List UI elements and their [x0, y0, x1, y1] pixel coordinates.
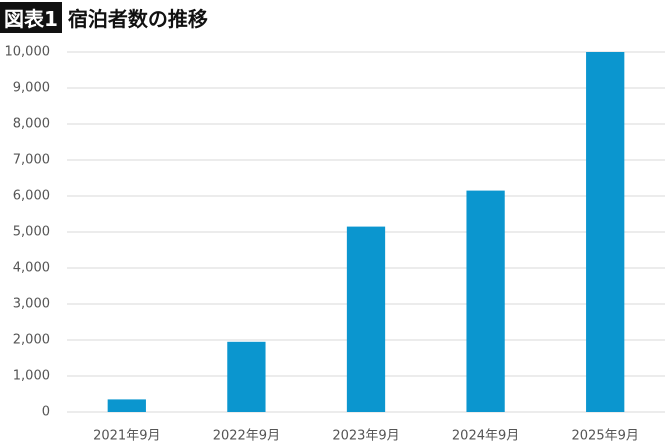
y-tick-label: 6,000	[13, 189, 50, 204]
y-tick-label: 9,000	[13, 81, 50, 96]
y-tick-label: 1,000	[13, 369, 50, 384]
x-tick-label: 2022年9月	[213, 429, 280, 444]
bar	[466, 190, 505, 412]
y-tick-label: 8,000	[13, 117, 50, 132]
x-tick-label: 2023年9月	[332, 429, 399, 444]
x-tick-label: 2024年9月	[452, 429, 519, 444]
y-tick-label: 0	[42, 405, 50, 420]
title-row: 図表1 宿泊者数の推移	[0, 1, 208, 33]
y-tick-label: 10,000	[5, 45, 51, 60]
y-tick-label: 3,000	[13, 297, 50, 312]
y-tick-label: 2,000	[13, 333, 50, 348]
bar	[586, 52, 625, 412]
y-tick-label: 4,000	[13, 261, 50, 276]
x-tick-label: 2025年9月	[572, 429, 639, 444]
y-tick-label: 7,000	[13, 153, 50, 168]
x-tick-label: 2021年9月	[93, 429, 160, 444]
chart-title: 宿泊者数の推移	[67, 6, 208, 31]
figure-label: 図表1	[0, 1, 62, 33]
bar	[107, 399, 146, 412]
bar	[346, 226, 386, 412]
bar	[227, 341, 266, 412]
y-tick-label: 5,000	[13, 225, 50, 240]
